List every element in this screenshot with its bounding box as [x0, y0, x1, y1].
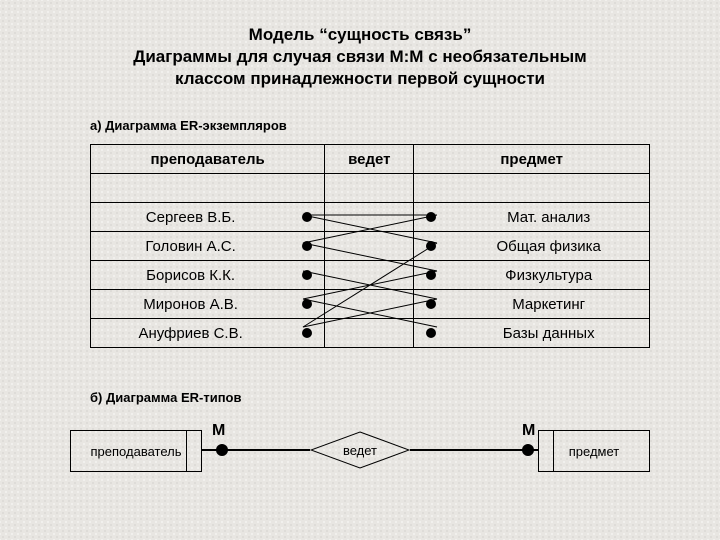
table-row: Миронов А.В. Маркетинг — [91, 290, 650, 319]
type-diagram: преподаватель предмет М М ведет — [70, 420, 650, 480]
entity-left-label: преподаватель — [91, 444, 182, 459]
entity-inner-divider — [186, 431, 201, 471]
col-header-subject: предмет — [414, 145, 650, 174]
subject-name: Мат. анализ — [507, 209, 590, 226]
edge-right — [410, 449, 538, 451]
cardinality-right: М — [522, 422, 535, 440]
teacher-name: Головин А.С. — [145, 238, 235, 255]
title-line-3: классом принадлежности первой сущности — [0, 68, 720, 90]
teacher-name: Миронов А.В. — [143, 296, 238, 313]
table-row: Ануфриев С.В. Базы данных — [91, 319, 650, 348]
relation-label: ведет — [310, 431, 410, 469]
page-root: Модель “сущность связь” Диаграммы для сл… — [0, 0, 720, 540]
subject-name: Общая физика — [496, 238, 600, 255]
table-row: Сергеев В.Б. Мат. анализ — [91, 203, 650, 232]
dot-icon — [302, 270, 312, 280]
entity-inner-divider — [539, 431, 554, 471]
participation-dot-right — [522, 444, 534, 456]
table-spacer-row — [91, 174, 650, 203]
dot-icon — [302, 241, 312, 251]
dot-icon — [426, 241, 436, 251]
dot-icon — [302, 299, 312, 309]
cardinality-left: М — [212, 422, 225, 440]
title-line-1: Модель “сущность связь” — [0, 24, 720, 46]
dot-icon — [302, 212, 312, 222]
entity-box-right: предмет — [538, 430, 650, 472]
entity-box-left: преподаватель — [70, 430, 202, 472]
dot-icon — [426, 328, 436, 338]
table-row: Борисов К.К. Физкультура — [91, 261, 650, 290]
dot-icon — [302, 328, 312, 338]
section-b-label: б) Диаграмма ER-типов — [90, 390, 241, 405]
teacher-name: Ануфриев С.В. — [138, 325, 242, 342]
title-line-2: Диаграммы для случая связи М:М с необяза… — [0, 46, 720, 68]
relation-diamond: ведет — [310, 431, 410, 469]
teacher-name: Сергеев В.Б. — [146, 209, 236, 226]
dot-icon — [426, 212, 436, 222]
col-header-teacher: преподаватель — [91, 145, 325, 174]
subject-name: Базы данных — [503, 325, 595, 342]
table-header-row: преподаватель ведет предмет — [91, 145, 650, 174]
dot-icon — [426, 299, 436, 309]
dot-icon — [426, 270, 436, 280]
instance-table: преподаватель ведет предмет Сергеев В.Б.… — [90, 144, 650, 348]
page-title: Модель “сущность связь” Диаграммы для сл… — [0, 24, 720, 90]
section-a-label: а) Диаграмма ER-экземпляров — [90, 118, 287, 133]
participation-dot-left — [216, 444, 228, 456]
subject-name: Маркетинг — [512, 296, 585, 313]
table-row: Головин А.С. Общая физика — [91, 232, 650, 261]
entity-right-label: предмет — [569, 444, 620, 459]
teacher-name: Борисов К.К. — [146, 267, 235, 284]
col-header-relation: ведет — [325, 145, 414, 174]
subject-name: Физкультура — [505, 267, 592, 284]
